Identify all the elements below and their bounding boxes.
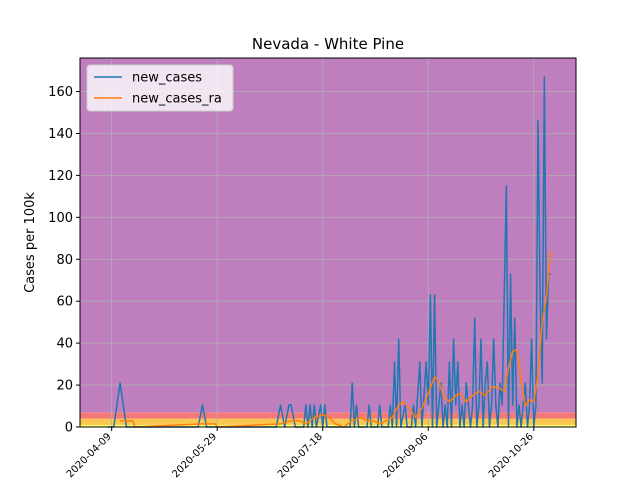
legend-label-new_cases: new_cases bbox=[132, 71, 202, 86]
y-tick-label: 40 bbox=[56, 337, 73, 352]
series-layer bbox=[107, 76, 552, 428]
y-tick-label: 0 bbox=[65, 421, 73, 436]
y-axis-label: Cases per 100k bbox=[23, 192, 38, 293]
plot-frame bbox=[79, 57, 577, 428]
y-axis: 0 20 40 60 80 100 120 140 160 bbox=[48, 85, 80, 436]
grid bbox=[80, 58, 576, 428]
y-tick-label: 120 bbox=[48, 169, 73, 184]
series-line-new_cases_ra bbox=[120, 250, 552, 428]
legend-label-new_cases_ra: new_cases_ra bbox=[132, 92, 222, 107]
background-band-2 bbox=[80, 412, 576, 419]
y-tick-label: 140 bbox=[48, 127, 73, 142]
plot-background bbox=[80, 58, 576, 427]
y-tick-label: 100 bbox=[48, 211, 73, 226]
y-tick-label: 80 bbox=[56, 253, 73, 268]
y-tick-label: 20 bbox=[56, 379, 73, 394]
series-line-new_cases bbox=[107, 76, 551, 428]
chart-title: Nevada - White Pine bbox=[252, 35, 404, 53]
background-band-1 bbox=[80, 418, 576, 425]
y-tick-label: 160 bbox=[48, 85, 73, 100]
background-band-0 bbox=[80, 424, 576, 427]
legend-box bbox=[86, 64, 234, 112]
legend: new_cases new_cases_ra bbox=[86, 64, 234, 112]
y-tick-label: 60 bbox=[56, 295, 73, 310]
